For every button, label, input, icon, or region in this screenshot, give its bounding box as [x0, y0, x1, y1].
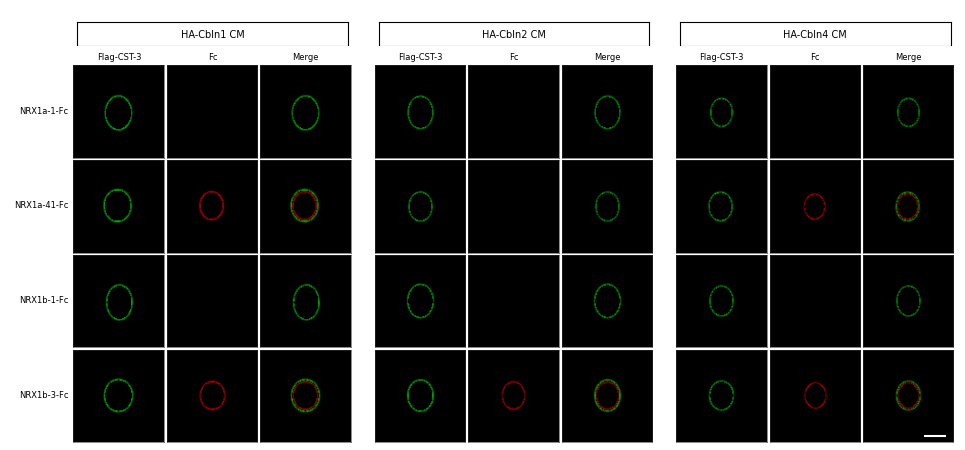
Text: HA-Cbln1 CM: HA-Cbln1 CM	[180, 31, 244, 40]
Text: HA-Cbln2 CM: HA-Cbln2 CM	[482, 31, 546, 40]
Text: Merge: Merge	[896, 53, 922, 62]
Text: Merge: Merge	[292, 53, 319, 62]
Text: HA-Cbln4 CM: HA-Cbln4 CM	[784, 31, 847, 40]
Text: Flag-CST-3: Flag-CST-3	[399, 53, 443, 62]
Text: NRX1a-41-Fc: NRX1a-41-Fc	[14, 201, 69, 210]
Text: Fc: Fc	[811, 53, 820, 62]
Text: Flag-CST-3: Flag-CST-3	[96, 53, 141, 62]
Text: NRX1b-3-Fc: NRX1b-3-Fc	[19, 391, 69, 400]
Text: Flag-CST-3: Flag-CST-3	[700, 53, 744, 62]
Text: Fc: Fc	[207, 53, 217, 62]
Text: Merge: Merge	[594, 53, 620, 62]
Text: Fc: Fc	[510, 53, 518, 62]
Text: NRX1a-1-Fc: NRX1a-1-Fc	[19, 107, 69, 116]
Text: NRX1b-1-Fc: NRX1b-1-Fc	[19, 296, 69, 305]
